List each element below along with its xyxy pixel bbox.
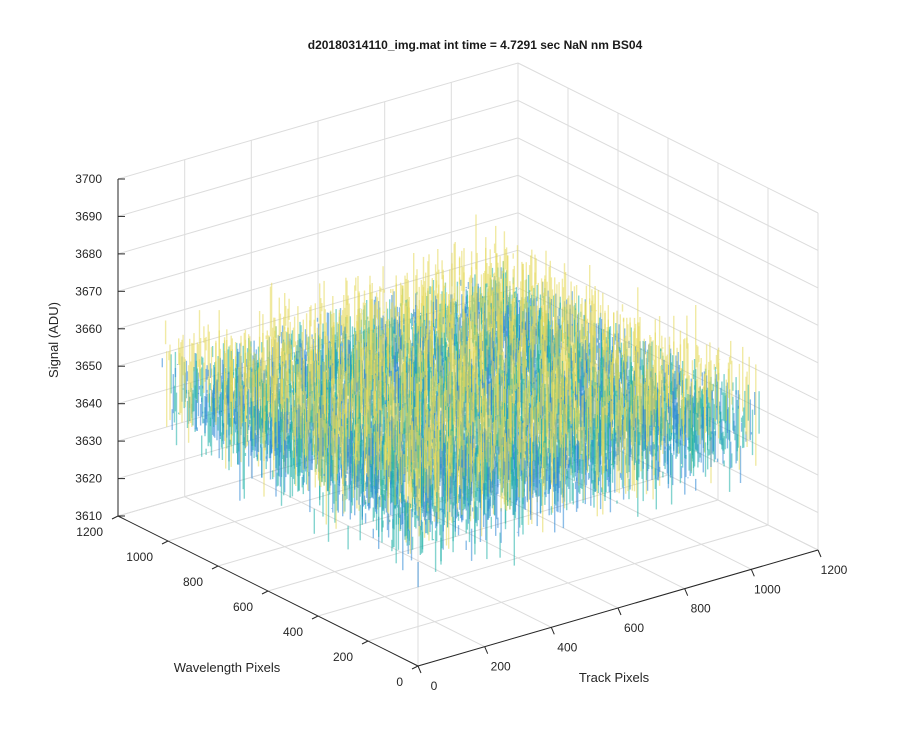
surface-layer	[162, 215, 759, 588]
floor-gridline-y	[368, 525, 768, 641]
